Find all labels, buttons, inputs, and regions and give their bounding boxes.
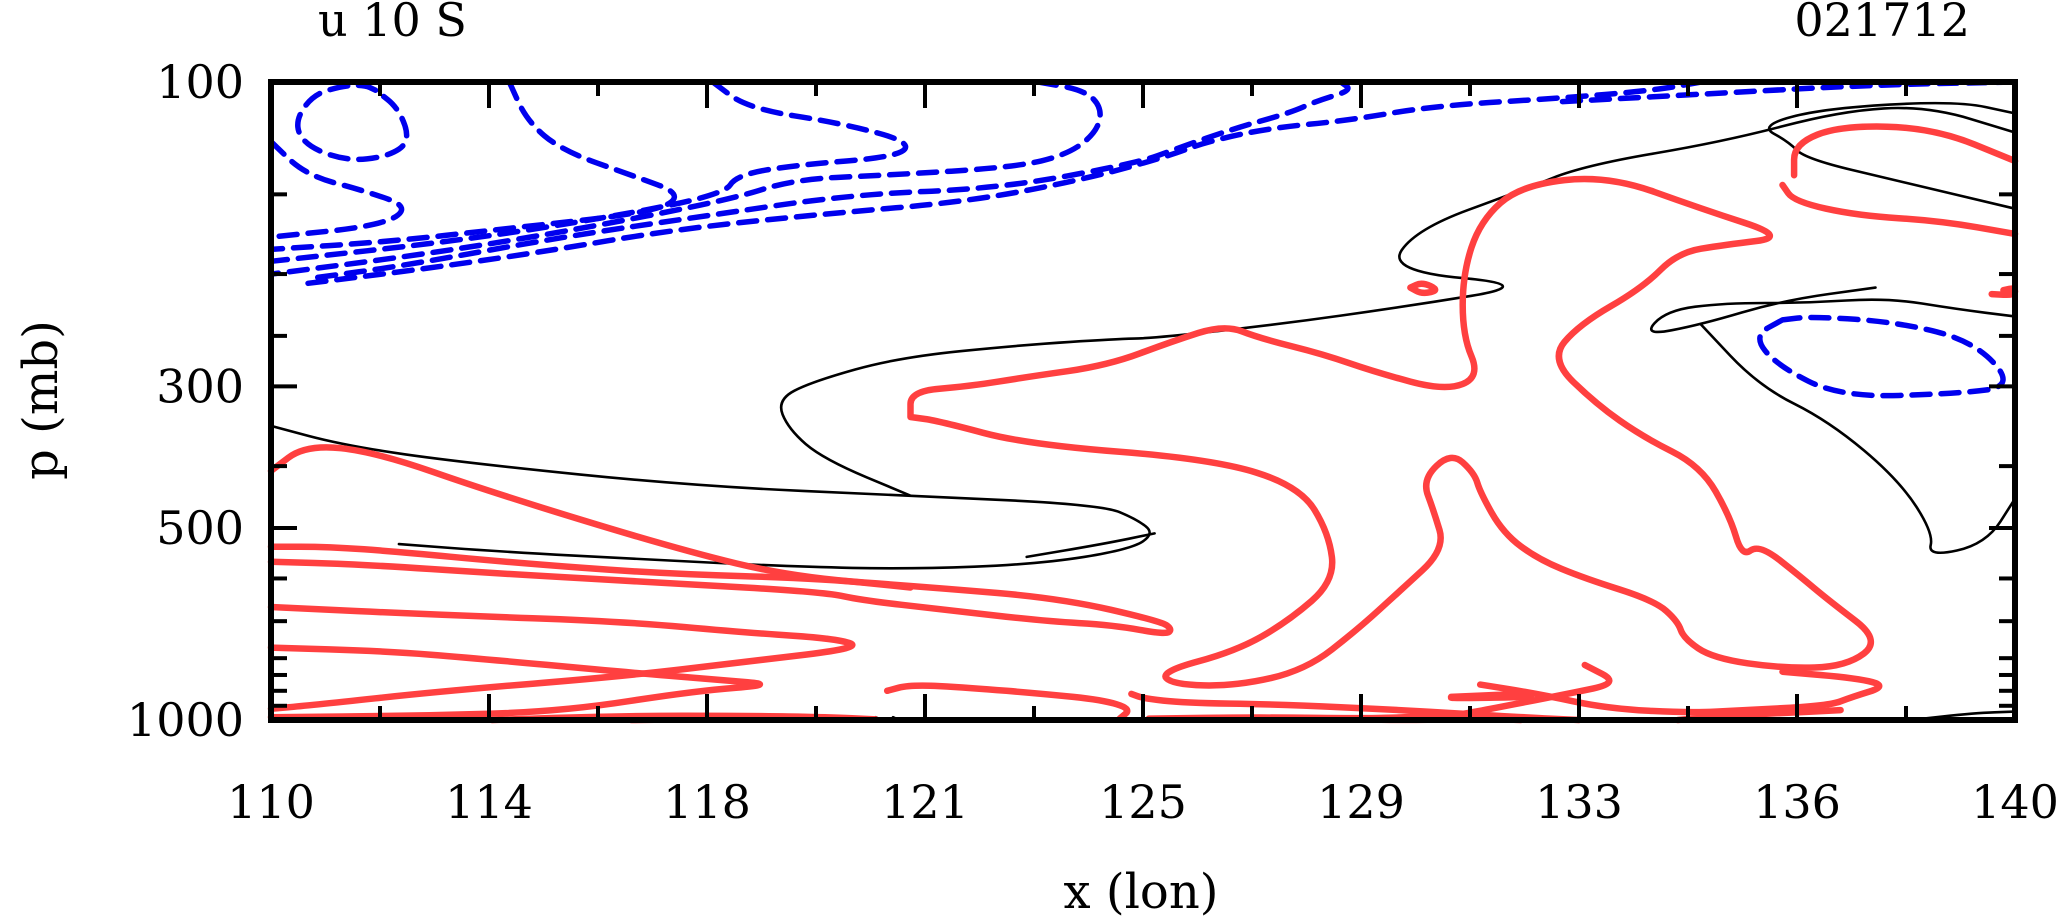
negative-contour <box>268 79 1103 277</box>
negative-contour <box>303 79 1704 287</box>
x-tick-label: 129 <box>1317 775 1405 829</box>
y-tick-labels: 100 300 500 1000 <box>127 55 244 747</box>
negative-contour <box>308 79 1351 281</box>
zero-contour <box>1025 532 1156 559</box>
x-tick-label: 121 <box>881 775 969 829</box>
positive-contour <box>1447 691 1535 702</box>
contour-lines <box>267 79 2019 724</box>
positive-contour <box>267 603 856 712</box>
positive-contour <box>1790 123 2019 179</box>
x-tick-label: 136 <box>1753 775 1841 829</box>
zero-contour <box>1650 286 2017 334</box>
positive-contour <box>267 543 914 591</box>
axis-ticks <box>269 80 2017 722</box>
negative-contour <box>268 138 405 240</box>
plot-frame <box>268 79 2018 723</box>
y-tick-label: 500 <box>156 501 244 555</box>
negative-contour <box>268 79 909 265</box>
x-axis-label: x (lon) <box>1064 864 1219 920</box>
x-tick-label: 114 <box>445 775 533 829</box>
x-tick-label: 118 <box>663 775 751 829</box>
positive-contour <box>907 175 1875 689</box>
positive-contour <box>1476 668 1883 716</box>
chart-title-right: 021712 <box>1794 0 1970 47</box>
x-tick-label: 133 <box>1535 775 1623 829</box>
zero-contour <box>1699 323 2017 555</box>
positive-contour <box>1407 280 1439 297</box>
y-axis-label: p (mb) <box>13 320 69 480</box>
negative-contour <box>268 79 678 253</box>
x-tick-label: 140 <box>1971 775 2059 829</box>
zero-contour <box>269 424 1151 570</box>
positive-contour <box>267 444 1174 637</box>
x-tick-label: 125 <box>1099 775 1187 829</box>
y-tick-label: 100 <box>156 55 244 109</box>
x-tick-label: 110 <box>227 775 315 829</box>
positive-contour <box>267 644 763 721</box>
negative-contour <box>1757 314 2006 399</box>
positive-contour <box>1779 181 2019 238</box>
zero-contour <box>779 106 2017 497</box>
x-tick-labels: 110 114 118 121 125 129 133 136 140 <box>227 775 2059 829</box>
y-tick-label: 1000 <box>127 693 244 747</box>
zero-contour <box>1768 101 2017 210</box>
positive-contour <box>1988 285 2019 299</box>
chart-title-left: u 10 S <box>318 0 467 47</box>
y-tick-label: 300 <box>156 359 244 413</box>
positive-contour <box>883 682 1131 722</box>
negative-contour <box>295 82 410 163</box>
